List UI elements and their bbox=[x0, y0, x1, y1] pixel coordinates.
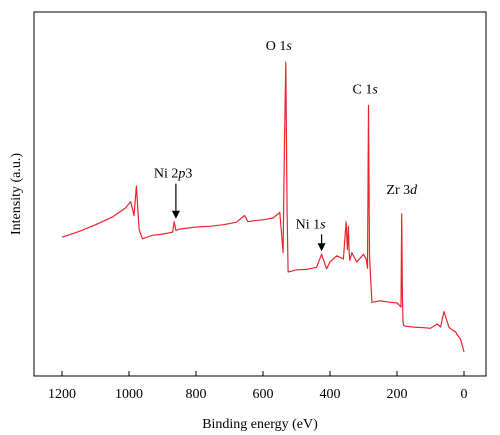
x-axis-ticks bbox=[61, 371, 465, 376]
peak-label-ni2p3: Ni 2p3 bbox=[154, 167, 193, 182]
plot-axes bbox=[33, 11, 487, 377]
spectrum-line bbox=[61, 61, 465, 353]
x-tick-label-1000: 1000 bbox=[115, 387, 143, 402]
x-axis-label: Binding energy (eV) bbox=[202, 417, 318, 432]
arrow-head-ni2p3 bbox=[171, 210, 180, 219]
peak-label-c1s: C 1s bbox=[353, 82, 379, 97]
peak-label-ni1s: Ni 1s bbox=[296, 217, 327, 232]
x-tick-label-600: 600 bbox=[253, 387, 274, 402]
x-tick-label-200: 200 bbox=[387, 387, 408, 402]
arrow-head-ni1s bbox=[317, 243, 326, 252]
x-axis-tick-labels: 1200 1000 800 600 400 200 0 bbox=[48, 387, 468, 402]
x-tick-label-0: 0 bbox=[461, 387, 468, 402]
peak-annotations: O 1s C 1s Zr 3d Ni 2p3 Ni 1s bbox=[154, 39, 418, 252]
plot-frame bbox=[33, 11, 487, 377]
peak-label-zr3d: Zr 3d bbox=[386, 183, 418, 198]
peak-label-o1s: O 1s bbox=[266, 39, 293, 54]
x-tick-label-800: 800 bbox=[186, 387, 207, 402]
x-tick-label-400: 400 bbox=[320, 387, 341, 402]
x-tick-label-1200: 1200 bbox=[48, 387, 76, 402]
y-axis-label: Intensity (a.u.) bbox=[9, 153, 24, 235]
